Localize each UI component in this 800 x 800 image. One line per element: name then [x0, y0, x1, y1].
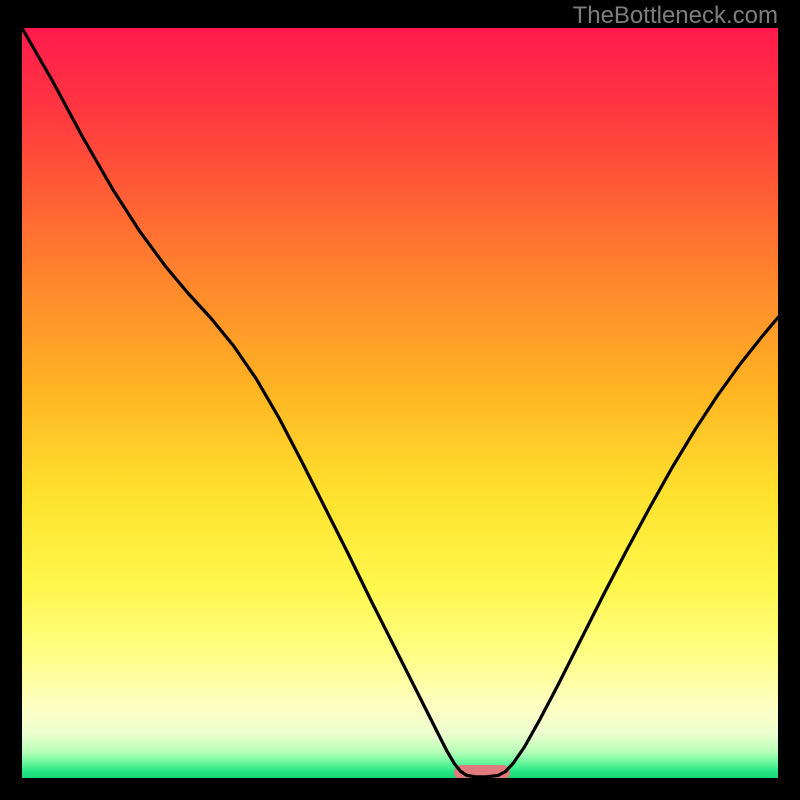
watermark-text: TheBottleneck.com [573, 2, 778, 30]
curve-path [22, 28, 778, 777]
chart-frame: TheBottleneck.com [0, 0, 800, 800]
plot-area [22, 28, 778, 778]
bottleneck-curve [22, 28, 778, 778]
